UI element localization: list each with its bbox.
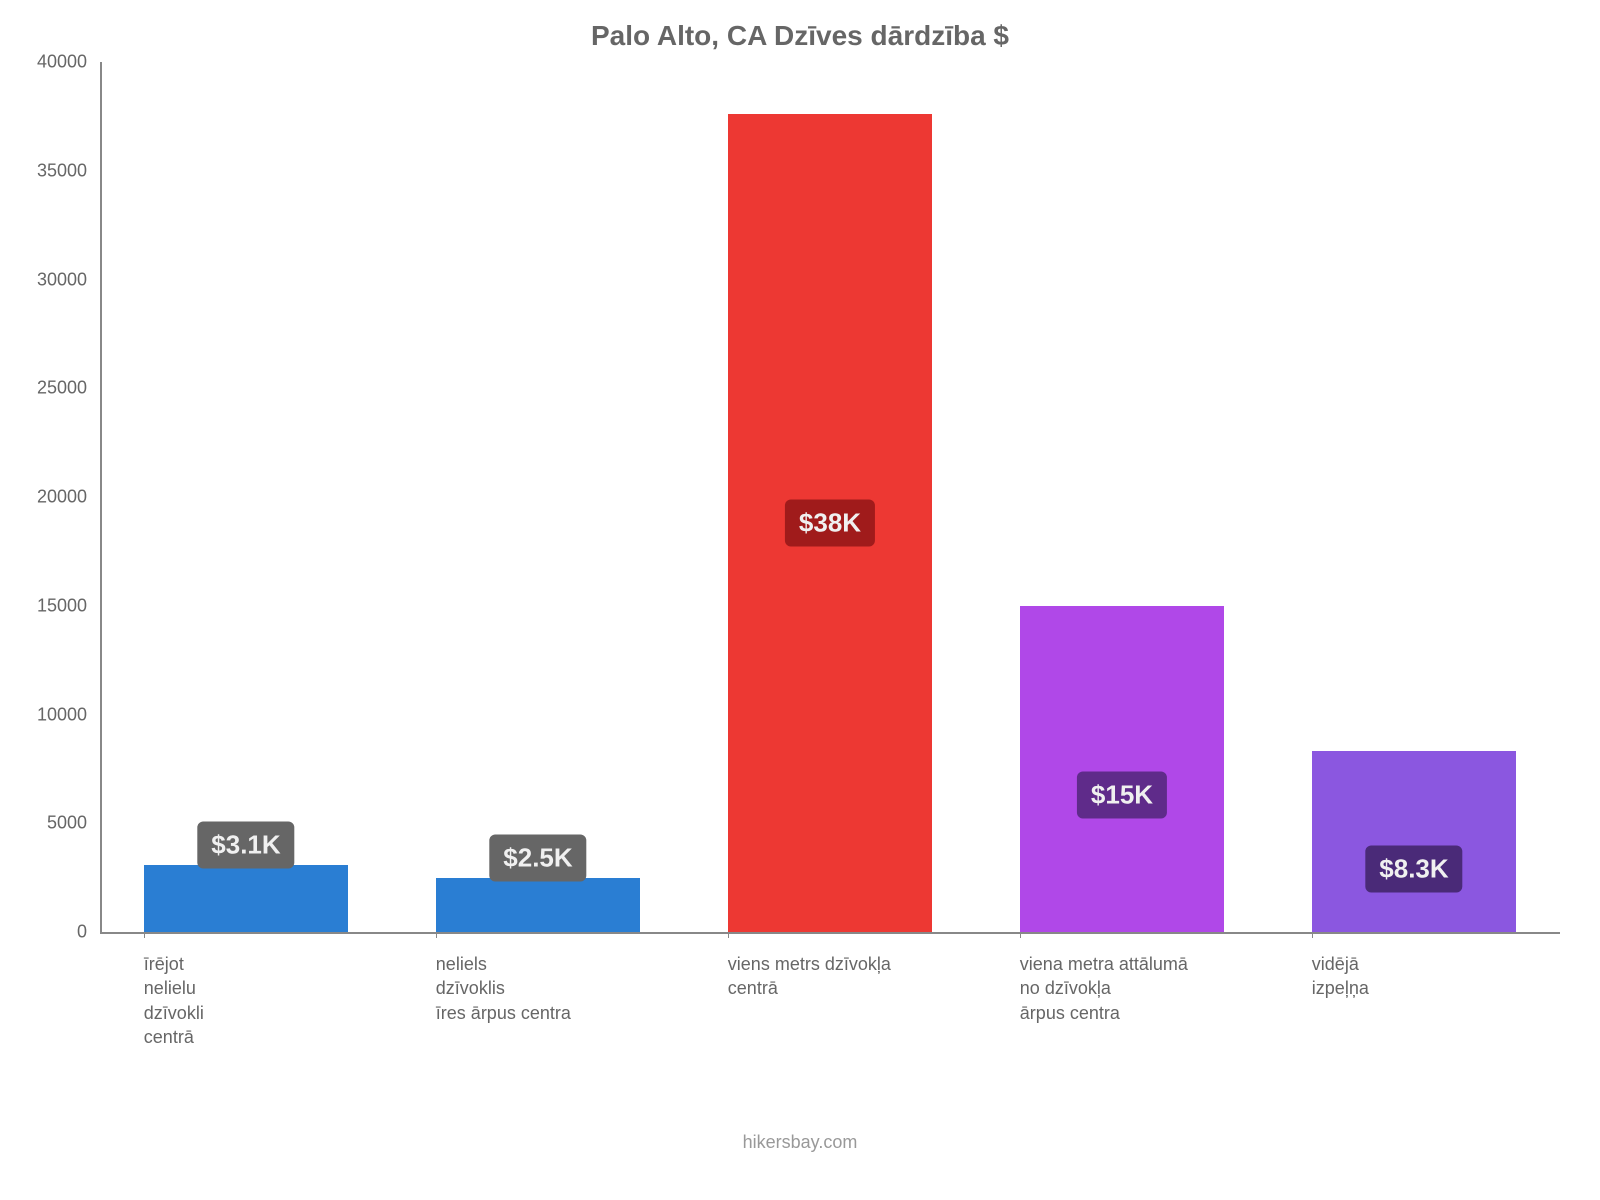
- x-axis-label: viens metrs dzīvokļa centrā: [728, 952, 972, 1001]
- y-tick-label: 15000: [17, 595, 87, 616]
- bar: $8.3K: [1312, 751, 1516, 932]
- x-axis-label: īrējot nelielu dzīvokli centrā: [144, 952, 388, 1049]
- x-axis-label: viena metra attālumā no dzīvokļa ārpus c…: [1020, 952, 1264, 1025]
- bar: $3.1K: [144, 865, 348, 932]
- bar-value-label: $8.3K: [1365, 845, 1462, 892]
- y-tick-label: 30000: [17, 269, 87, 290]
- x-tick: [1312, 932, 1313, 938]
- y-tick-label: 25000: [17, 378, 87, 399]
- bar-value-label: $2.5K: [489, 834, 586, 881]
- y-tick-label: 40000: [17, 52, 87, 73]
- bar-value-label: $3.1K: [197, 821, 294, 868]
- plot-area: 0500010000150002000025000300003500040000…: [100, 62, 1560, 932]
- bar-value-label: $38K: [785, 500, 875, 547]
- y-tick-label: 5000: [17, 813, 87, 834]
- chart-title: Palo Alto, CA Dzīves dārdzība $: [20, 20, 1580, 52]
- bar-value-label: $15K: [1077, 771, 1167, 818]
- bar: $38K: [728, 114, 932, 932]
- bar: $15K: [1020, 606, 1224, 932]
- x-tick: [144, 932, 145, 938]
- x-tick: [1020, 932, 1021, 938]
- x-axis-label: neliels dzīvoklis īres ārpus centra: [436, 952, 680, 1025]
- y-tick-label: 10000: [17, 704, 87, 725]
- bars-group: $3.1K $2.5K $38K $15K $8.3K: [100, 62, 1560, 932]
- x-axis-labels: īrējot nelielu dzīvokli centrā neliels dz…: [100, 932, 1560, 1082]
- y-axis: 0500010000150002000025000300003500040000: [20, 62, 95, 932]
- bar: $2.5K: [436, 878, 640, 932]
- y-tick-label: 20000: [17, 487, 87, 508]
- x-tick: [436, 932, 437, 938]
- x-tick: [728, 932, 729, 938]
- y-tick-label: 35000: [17, 160, 87, 181]
- chart-footer: hikersbay.com: [20, 1132, 1580, 1153]
- x-axis-label: vidējā izpeļņa: [1312, 952, 1556, 1001]
- y-tick-label: 0: [17, 922, 87, 943]
- chart-container: Palo Alto, CA Dzīves dārdzība $ 05000100…: [20, 20, 1580, 1180]
